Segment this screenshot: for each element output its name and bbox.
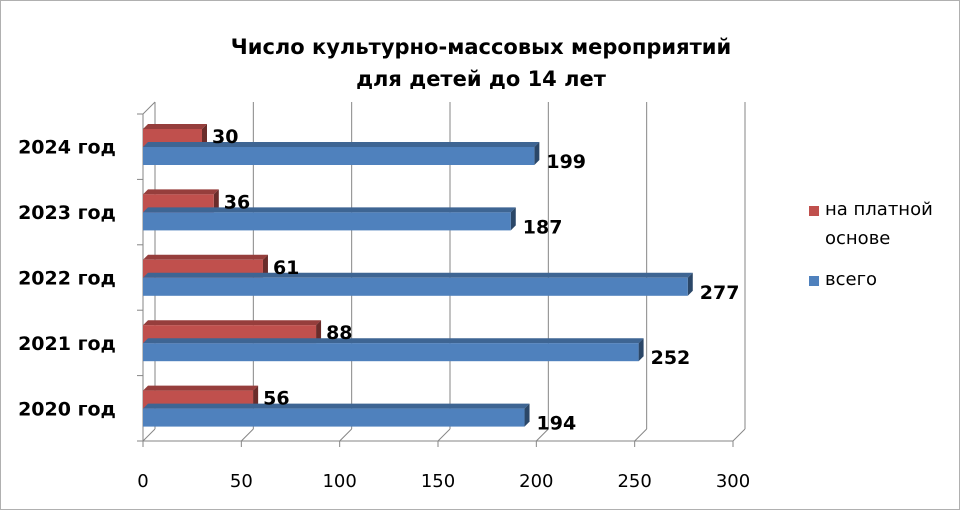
x-tick-label: 50 <box>230 471 253 492</box>
floor-gridline <box>535 428 549 442</box>
wall-edge <box>142 101 156 115</box>
category-label: 2024 год <box>18 137 116 159</box>
bar-top-face <box>143 189 219 195</box>
bar-front-face <box>143 147 535 165</box>
data-label-total: 277 <box>700 282 740 304</box>
x-tick-label: 100 <box>322 471 356 492</box>
bar-front-face <box>143 343 639 362</box>
bar-front-face <box>143 277 688 296</box>
data-label-paid: 30 <box>212 126 238 148</box>
x-tick-label: 150 <box>421 471 455 492</box>
data-label-total: 187 <box>523 216 563 238</box>
bar-top-face <box>143 385 259 391</box>
bar-total <box>143 272 693 296</box>
data-label-paid: 36 <box>224 191 250 213</box>
bar-front-face <box>143 408 525 427</box>
bar-total <box>143 338 644 362</box>
floor-gridline <box>240 428 254 442</box>
legend-swatch <box>809 276 819 286</box>
legend-swatch <box>809 206 819 216</box>
data-label-total: 252 <box>651 347 691 369</box>
x-tick-label: 300 <box>716 471 750 492</box>
data-label-paid: 61 <box>273 257 299 279</box>
data-label-paid: 88 <box>326 322 352 344</box>
floor-gridline <box>339 428 353 442</box>
bar-total <box>143 207 516 231</box>
bar-side-face <box>202 124 207 147</box>
floor-gridline <box>634 428 648 442</box>
bar-top-face <box>143 124 207 129</box>
floor-gridline <box>732 428 746 442</box>
legend-label: на платной <box>825 199 933 220</box>
bar-side-face <box>213 189 219 213</box>
category-label: 2022 год <box>18 268 116 290</box>
category-label: 2021 год <box>18 333 116 355</box>
bar-side-face <box>687 272 693 296</box>
bar-top-face <box>143 272 693 278</box>
data-label-total: 194 <box>537 413 577 435</box>
data-label-total: 199 <box>546 151 586 173</box>
bar-top-face <box>143 254 268 260</box>
legend-label: всего <box>825 269 877 290</box>
bar-top-face <box>143 142 540 147</box>
bar-side-face <box>524 403 530 427</box>
floor-gridline <box>437 428 451 442</box>
bar-side-face <box>316 320 322 344</box>
bar-top-face <box>143 403 530 409</box>
x-tick-label: 250 <box>617 471 651 492</box>
x-tick-label: 0 <box>137 471 148 492</box>
bar-top-face <box>143 338 644 344</box>
bar-side-face <box>638 338 644 362</box>
legend-label-line-2: основе <box>825 228 890 249</box>
bar-side-face <box>534 142 540 165</box>
chart-title: Число культурно-массовых мероприятий для… <box>121 31 841 95</box>
bar-side-face <box>253 385 259 409</box>
bar-side-face <box>510 207 516 231</box>
bar-side-face <box>262 254 268 278</box>
category-label: 2020 год <box>18 398 116 420</box>
bar-total <box>143 403 530 427</box>
chart-title-line-1: Число культурно-массовых мероприятий <box>230 35 732 59</box>
category-label: 2023 год <box>18 202 116 224</box>
bar-top-face <box>143 320 322 326</box>
bar-front-face <box>143 212 511 231</box>
data-label-paid: 56 <box>263 388 289 410</box>
x-tick-label: 200 <box>519 471 553 492</box>
bar-top-face <box>143 207 516 213</box>
floor-gridline <box>142 428 156 442</box>
bar-total <box>143 142 540 165</box>
chart-title-line-2: для детей до 14 лет <box>356 67 606 91</box>
